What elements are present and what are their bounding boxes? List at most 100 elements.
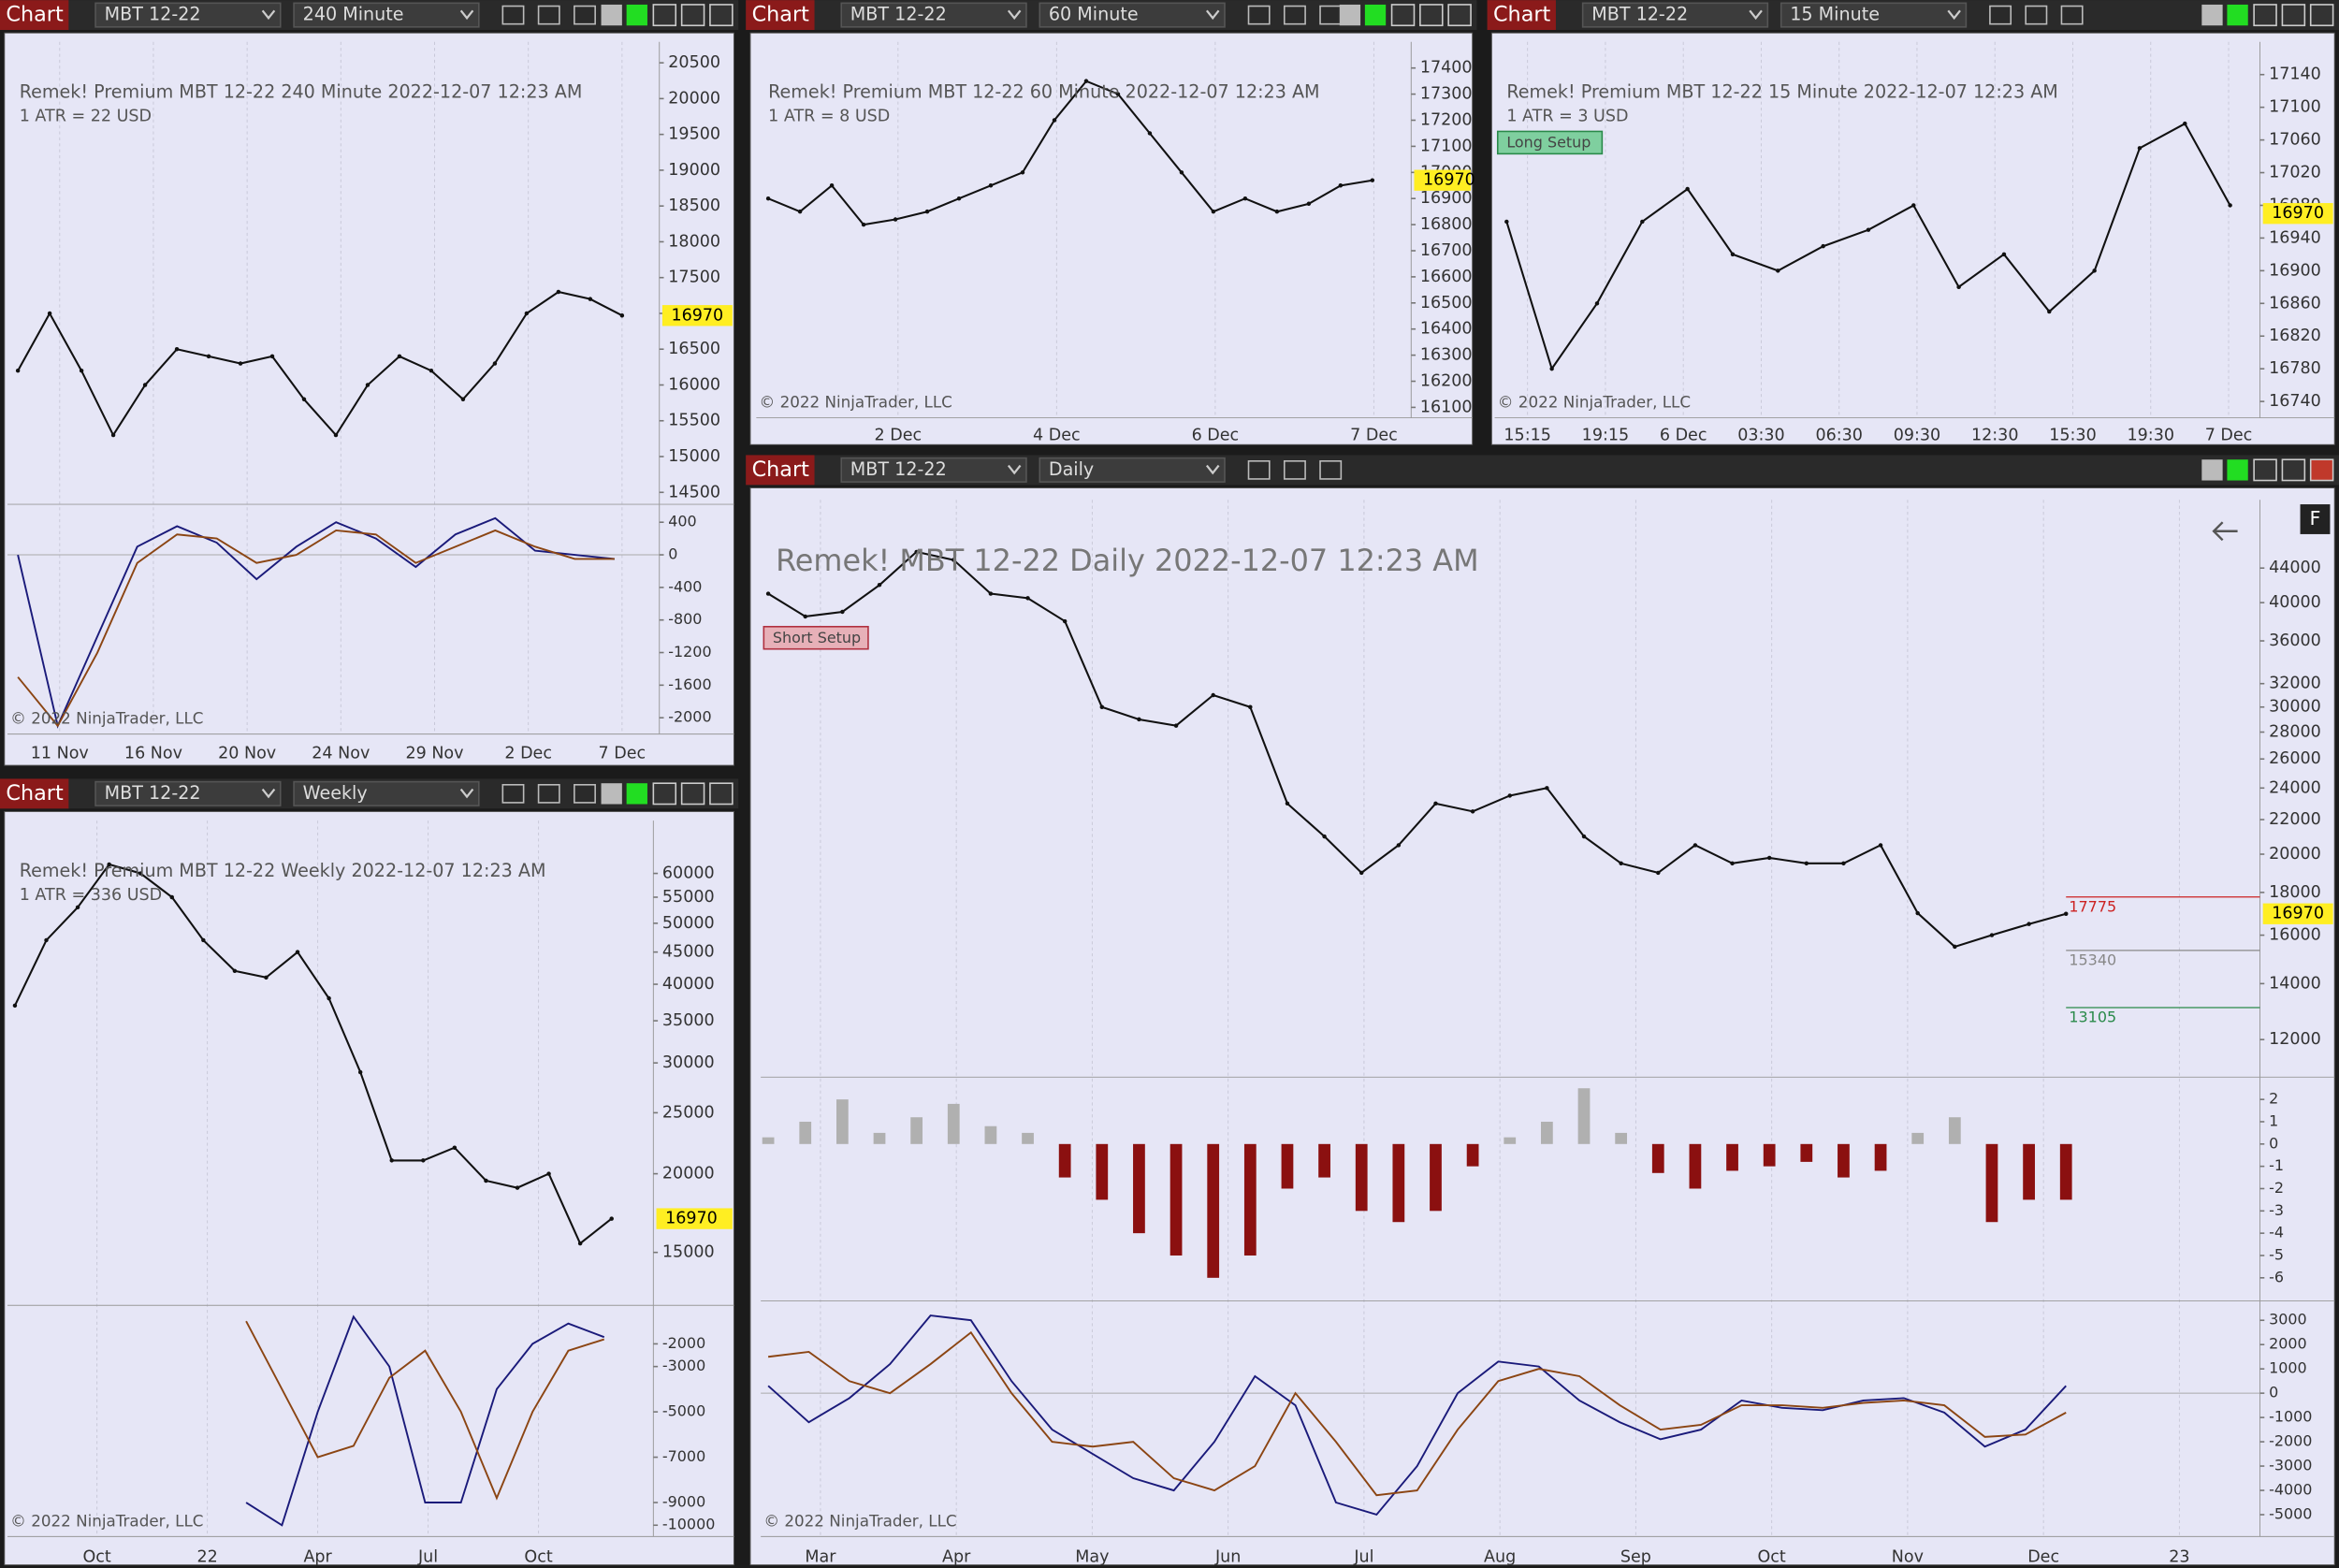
toolbar-icon[interactable] bbox=[537, 784, 560, 804]
y-tick-label: -6 bbox=[2269, 1268, 2284, 1285]
instrument-dropdown[interactable] bbox=[94, 2, 282, 28]
y-tick-label: 16500 bbox=[668, 340, 720, 358]
toolbar-icon[interactable] bbox=[2025, 5, 2048, 25]
minimize-button[interactable] bbox=[652, 782, 677, 806]
chart-tab[interactable] bbox=[746, 455, 815, 486]
chart-tab[interactable] bbox=[1487, 0, 1556, 31]
histogram-bar bbox=[1577, 1088, 1591, 1144]
window-button[interactable] bbox=[2227, 4, 2248, 26]
setup-box bbox=[1496, 130, 1604, 155]
dropdown-arrow bbox=[459, 788, 474, 799]
interval-label: 60 Minute bbox=[1049, 4, 1139, 25]
interval-dropdown[interactable] bbox=[1039, 457, 1226, 483]
interval-dropdown[interactable] bbox=[293, 2, 480, 28]
histogram-bar bbox=[1726, 1143, 1738, 1171]
instrument-dropdown[interactable] bbox=[1581, 2, 1769, 28]
toolbar-icon[interactable] bbox=[1989, 5, 2012, 25]
window-button[interactable] bbox=[626, 4, 647, 26]
window-button[interactable] bbox=[626, 783, 647, 805]
window-button[interactable] bbox=[2227, 459, 2248, 481]
price-point bbox=[107, 862, 111, 867]
price-point bbox=[1306, 201, 1312, 207]
toolbar-icon[interactable] bbox=[1319, 460, 1343, 480]
minimize-button[interactable] bbox=[1390, 4, 1416, 27]
minimize-button[interactable] bbox=[652, 4, 677, 27]
maximize-button[interactable] bbox=[2281, 4, 2306, 27]
price-point bbox=[174, 346, 180, 352]
interval-dropdown[interactable] bbox=[293, 780, 480, 806]
close-button[interactable] bbox=[709, 782, 734, 806]
price-point bbox=[452, 1145, 458, 1150]
price-label: 16970 bbox=[671, 306, 723, 325]
maximize-button[interactable] bbox=[1419, 4, 1444, 27]
toolbar-icon[interactable] bbox=[574, 5, 596, 25]
close-button[interactable] bbox=[2309, 4, 2334, 27]
x-tick-label: Dec bbox=[2027, 1548, 2059, 1567]
chart-panel bbox=[749, 487, 2335, 1566]
window-button[interactable] bbox=[601, 4, 622, 26]
y-tick-label: 18500 bbox=[668, 196, 720, 215]
price-point bbox=[429, 368, 434, 373]
histogram-bar bbox=[1800, 1143, 1813, 1162]
interval-label: Weekly bbox=[303, 782, 368, 804]
chart-header: Remek! Premium MBT 12-22 60 Minute 2022-… bbox=[768, 81, 1319, 103]
price-point bbox=[1099, 704, 1105, 709]
instrument-dropdown[interactable] bbox=[840, 457, 1027, 483]
chart-tab[interactable] bbox=[0, 0, 69, 31]
instrument-dropdown[interactable] bbox=[94, 780, 282, 806]
window-button[interactable] bbox=[1364, 4, 1387, 26]
chart-tab-label: Chart bbox=[752, 3, 810, 27]
minimize-button[interactable] bbox=[2253, 4, 2277, 27]
close-button[interactable] bbox=[709, 4, 734, 27]
toolbar-icon[interactable] bbox=[1247, 5, 1271, 25]
maximize-button[interactable] bbox=[2281, 458, 2306, 482]
window-button[interactable] bbox=[1339, 4, 1361, 26]
maximize-button[interactable] bbox=[680, 4, 705, 27]
toolbar-icon[interactable] bbox=[501, 784, 525, 804]
toolbar-icon[interactable] bbox=[537, 5, 560, 25]
histogram-bar bbox=[1466, 1143, 1479, 1167]
y-tick-label: -3000 bbox=[2269, 1457, 2312, 1474]
chart-header: Remek! Premium MBT 12-22 15 Minute 2022-… bbox=[1506, 81, 2057, 103]
price-point bbox=[1507, 793, 1512, 798]
indicator-line bbox=[245, 1314, 605, 1527]
price-point bbox=[421, 1158, 426, 1163]
window-button[interactable] bbox=[2201, 4, 2223, 26]
price-point bbox=[956, 196, 962, 201]
y-tick-label: 16000 bbox=[668, 375, 720, 394]
minimize-button[interactable] bbox=[2253, 458, 2277, 482]
back-arrow[interactable] bbox=[2212, 521, 2238, 542]
toolbar-icon[interactable] bbox=[574, 784, 596, 804]
chart-tab[interactable] bbox=[746, 0, 815, 31]
y-tick-label: 20000 bbox=[668, 89, 720, 108]
price-point bbox=[1242, 196, 1248, 201]
interval-dropdown[interactable] bbox=[1780, 2, 1968, 28]
close-button[interactable] bbox=[1447, 4, 1472, 27]
price-point bbox=[765, 196, 771, 201]
dropdown-arrow bbox=[1205, 9, 1220, 21]
instrument-dropdown[interactable] bbox=[840, 2, 1027, 28]
price-point bbox=[1083, 79, 1089, 83]
window-button[interactable] bbox=[2201, 459, 2223, 481]
toolbar-icon[interactable] bbox=[1247, 460, 1271, 480]
chart-tab[interactable] bbox=[0, 778, 69, 809]
close-button[interactable] bbox=[2309, 458, 2334, 482]
window-button[interactable] bbox=[601, 783, 622, 805]
histogram-bar bbox=[1243, 1143, 1257, 1256]
y-tick-label: 12000 bbox=[2269, 1030, 2321, 1049]
interval-label: 240 Minute bbox=[303, 4, 404, 25]
toolbar-icon[interactable] bbox=[1283, 460, 1306, 480]
toolbar-icon[interactable] bbox=[2060, 5, 2084, 25]
price-point bbox=[1052, 118, 1057, 123]
price-point bbox=[524, 311, 530, 316]
interval-dropdown[interactable] bbox=[1039, 2, 1226, 28]
maximize-button[interactable] bbox=[680, 782, 705, 806]
corner-box[interactable] bbox=[2300, 504, 2331, 534]
y-tick-label: 45000 bbox=[662, 943, 715, 962]
y-tick-label: -2000 bbox=[662, 1334, 705, 1352]
toolbar-icon[interactable] bbox=[501, 5, 525, 25]
price-point bbox=[1766, 855, 1772, 861]
price-point bbox=[619, 313, 625, 318]
toolbar-icon[interactable] bbox=[1283, 5, 1306, 25]
